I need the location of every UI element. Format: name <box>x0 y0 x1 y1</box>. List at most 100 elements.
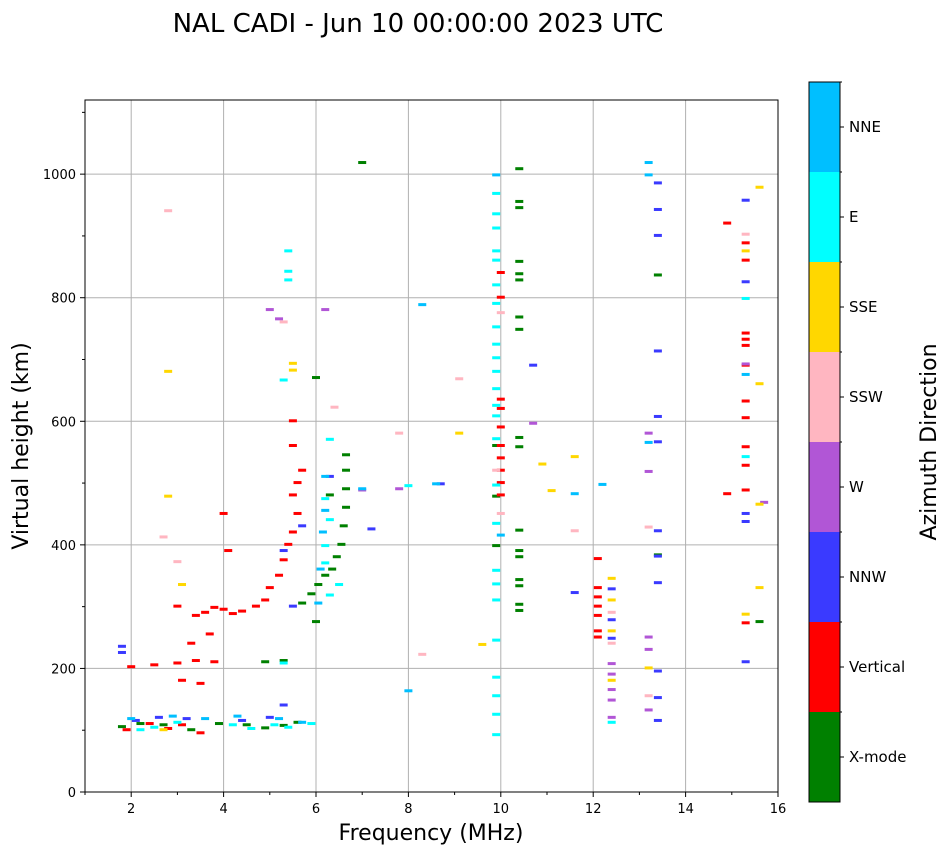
data-point <box>127 665 136 669</box>
data-point <box>173 661 182 665</box>
data-point <box>275 717 284 721</box>
data-point <box>644 440 653 444</box>
data-point <box>760 500 769 504</box>
data-point <box>515 584 524 588</box>
data-point <box>644 431 653 435</box>
colorbar-tick-label: E <box>849 208 858 226</box>
colorbar-segment <box>809 352 840 442</box>
series-nne <box>127 161 750 724</box>
y-axis-ticks: 0 200 400 600 800 1000 <box>43 111 85 801</box>
data-point <box>492 733 501 737</box>
data-point <box>367 527 376 531</box>
data-point <box>455 377 464 381</box>
data-point <box>127 717 136 721</box>
data-point <box>288 530 297 534</box>
data-point <box>644 161 653 165</box>
data-point <box>238 718 247 722</box>
data-point <box>515 578 524 582</box>
data-point <box>328 567 337 571</box>
data-point <box>436 482 445 486</box>
data-point <box>741 337 750 341</box>
data-point <box>164 369 173 373</box>
data-point <box>593 595 602 599</box>
data-point <box>288 361 297 365</box>
data-point <box>515 555 524 559</box>
data-point <box>644 469 653 473</box>
data-point <box>515 602 524 606</box>
data-point <box>173 560 182 564</box>
data-point <box>318 530 327 534</box>
data-point <box>723 221 732 225</box>
data-point <box>593 586 602 590</box>
colorbar-segment <box>809 262 840 352</box>
data-point <box>279 723 288 727</box>
data-point <box>242 723 251 727</box>
data-point <box>644 635 653 639</box>
colorbar-segment <box>809 442 840 532</box>
data-point <box>741 416 750 420</box>
data-point <box>644 525 653 529</box>
data-point <box>492 638 501 642</box>
data-point <box>607 662 616 666</box>
data-point <box>247 726 256 730</box>
data-point <box>515 259 524 263</box>
data-point <box>492 191 501 195</box>
data-point <box>515 608 524 612</box>
data-point <box>496 493 505 497</box>
data-point <box>187 728 196 732</box>
data-point <box>337 542 346 546</box>
data-point <box>607 720 616 724</box>
data-point <box>741 511 750 515</box>
data-point <box>150 663 159 667</box>
data-point <box>492 249 501 253</box>
data-point <box>593 613 602 617</box>
data-point <box>293 511 302 515</box>
data-point <box>150 725 159 729</box>
data-point <box>515 278 524 282</box>
data-point <box>210 660 219 664</box>
data-point <box>741 198 750 202</box>
data-point <box>607 598 616 602</box>
x-tick-label: 8 <box>404 802 412 817</box>
data-point <box>515 167 524 171</box>
data-point <box>321 308 330 312</box>
y-tick-label: 200 <box>51 662 76 677</box>
data-point <box>492 301 501 305</box>
data-point <box>251 604 260 608</box>
data-point <box>496 311 505 315</box>
colorbar-tick-label: SSW <box>849 388 883 406</box>
data-point <box>321 544 330 548</box>
data-point <box>219 511 228 515</box>
x-tick-label: 16 <box>770 802 787 817</box>
data-point <box>325 593 334 597</box>
x-axis-label: Frequency (MHz) <box>339 821 524 846</box>
data-point <box>607 672 616 676</box>
data-point <box>275 573 284 577</box>
data-point <box>288 604 297 608</box>
data-point <box>496 481 505 485</box>
data-point <box>159 535 168 539</box>
data-point <box>492 283 501 287</box>
series-ssw <box>159 209 750 698</box>
series-sse <box>159 185 764 732</box>
data-point <box>492 325 501 329</box>
data-point <box>298 524 307 528</box>
data-point <box>238 609 247 613</box>
data-point <box>496 295 505 299</box>
data-point <box>741 258 750 262</box>
data-point <box>607 576 616 580</box>
colorbar: X-mode Vertical NNW W SSW SSE E NNE <box>808 81 906 803</box>
data-point <box>492 521 501 525</box>
data-point <box>261 598 270 602</box>
data-point <box>330 405 339 409</box>
data-point <box>741 463 750 467</box>
data-point <box>418 303 427 307</box>
data-point <box>321 474 330 478</box>
data-point <box>496 425 505 429</box>
data-point <box>145 722 154 726</box>
data-point <box>492 483 501 487</box>
series-vertical <box>122 221 750 735</box>
data-point <box>173 604 182 608</box>
data-point <box>755 586 764 590</box>
